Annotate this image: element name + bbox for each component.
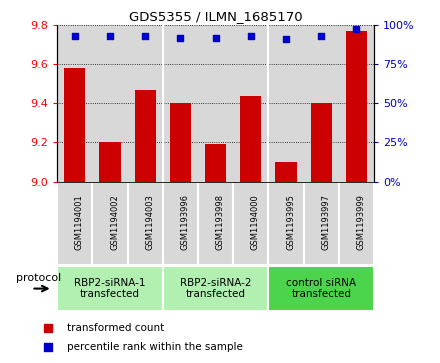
Text: control siRNA
transfected: control siRNA transfected xyxy=(286,278,356,299)
Bar xyxy=(170,103,191,182)
Text: RBP2-siRNA-2
transfected: RBP2-siRNA-2 transfected xyxy=(180,278,251,299)
Bar xyxy=(339,182,374,265)
Bar xyxy=(339,25,374,182)
Text: GSM1194002: GSM1194002 xyxy=(110,194,119,250)
Bar xyxy=(57,182,92,265)
Text: GSM1194001: GSM1194001 xyxy=(75,194,84,250)
Bar xyxy=(128,182,163,265)
Bar xyxy=(135,90,156,182)
Text: GSM1193995: GSM1193995 xyxy=(286,194,295,250)
Bar xyxy=(205,144,226,182)
Bar xyxy=(268,182,304,265)
Bar xyxy=(57,25,92,182)
Bar xyxy=(240,96,261,182)
Text: percentile rank within the sample: percentile rank within the sample xyxy=(67,342,243,352)
Point xyxy=(177,35,184,41)
Point xyxy=(106,33,114,39)
Bar xyxy=(64,68,85,182)
Point xyxy=(269,50,276,56)
Point xyxy=(318,33,325,39)
Bar xyxy=(346,31,367,182)
Bar xyxy=(198,182,233,265)
Text: transformed count: transformed count xyxy=(67,323,165,333)
Text: GSM1194003: GSM1194003 xyxy=(145,194,154,250)
Bar xyxy=(233,25,268,182)
Bar xyxy=(163,25,198,182)
Point xyxy=(282,37,290,42)
Bar xyxy=(99,143,121,182)
Point xyxy=(71,33,78,39)
Text: RBP2-siRNA-1
transfected: RBP2-siRNA-1 transfected xyxy=(74,278,146,299)
Bar xyxy=(198,25,233,182)
Text: GSM1193996: GSM1193996 xyxy=(180,194,189,250)
Bar xyxy=(57,266,163,311)
Text: GSM1193997: GSM1193997 xyxy=(321,194,330,250)
Bar xyxy=(163,266,268,311)
Bar xyxy=(92,25,128,182)
Bar xyxy=(304,182,339,265)
Point xyxy=(142,33,149,39)
Text: GSM1193998: GSM1193998 xyxy=(216,194,224,250)
Point xyxy=(269,224,276,230)
Point xyxy=(247,33,254,39)
Bar xyxy=(233,182,268,265)
Point xyxy=(353,26,360,32)
Bar xyxy=(268,25,304,182)
Title: GDS5355 / ILMN_1685170: GDS5355 / ILMN_1685170 xyxy=(129,10,302,23)
Point xyxy=(212,35,219,41)
Bar xyxy=(311,103,332,182)
Bar xyxy=(304,25,339,182)
Text: GSM1193999: GSM1193999 xyxy=(356,194,365,250)
Bar xyxy=(268,266,374,311)
Text: protocol: protocol xyxy=(16,273,61,283)
Bar xyxy=(163,182,198,265)
Bar xyxy=(128,25,163,182)
Bar xyxy=(275,162,297,182)
Text: GSM1194000: GSM1194000 xyxy=(251,194,260,250)
Bar xyxy=(92,182,128,265)
